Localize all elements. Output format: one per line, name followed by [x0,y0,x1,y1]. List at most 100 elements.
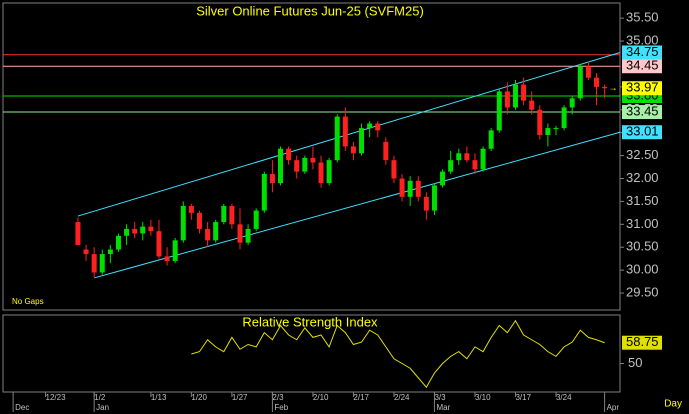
candle-body [594,77,600,87]
x-tick-label: 3/17 [515,393,531,402]
candle-body [326,160,332,184]
x-tick-label: 1/2 [94,393,106,402]
candle-body [107,249,113,255]
last-arrow: → [609,83,618,93]
rsi-title: Relative Strength Index [242,314,378,329]
candle-body [237,224,243,243]
candle-body [431,185,437,211]
candle-body [221,205,227,223]
level-label-box [622,59,662,74]
candle-body [253,210,259,229]
channel-label-box [622,45,662,60]
candle-body [472,160,478,170]
candle-body [504,91,510,108]
x-tick-label: 2/3 [272,393,284,402]
chart-title: Silver Online Futures Jun-25 (SVFM25) [196,3,424,18]
x-tick-label: 3/24 [556,393,572,402]
last-price: 33.97 [626,80,659,95]
candle-body [318,162,324,184]
candle-body [213,222,219,241]
candle-body [196,212,202,229]
candle-body [350,146,356,154]
x-tick-label: 2/24 [394,393,410,402]
y-tick-label: 30.00 [626,262,659,277]
y-tick-label: 32.00 [626,170,659,185]
candle-body [480,148,486,170]
candle-body [302,157,308,172]
candle-body [602,86,608,89]
month-label: Mar [436,403,450,412]
candle-body [391,160,397,179]
candle-body [464,153,470,161]
x-tick-label: 2/10 [313,393,329,402]
candle-body [407,180,413,197]
candle-body [545,128,551,135]
candle-body [415,180,421,197]
rsi-last: 58.75 [626,334,659,349]
candle-body [399,178,405,197]
candle-body [585,66,591,78]
month-label: Dec [15,403,29,412]
candle-body [512,84,518,108]
rsi-tick-label: 50 [628,355,642,370]
candle-body [172,240,178,261]
candle-body [294,160,300,172]
price-panel [2,2,621,311]
candle-body [342,116,348,147]
x-tick-label: 1/13 [151,393,167,402]
candle-body [496,91,502,131]
candle-body [537,109,543,135]
candle-body [75,222,81,245]
candle-body [286,148,292,161]
candle-body [569,98,575,108]
x-tick-label: 1/27 [232,393,248,402]
candle-body [229,205,235,225]
y-tick-label: 32.50 [626,147,659,162]
y-tick-label: 35.50 [626,10,659,25]
level-label: 33.45 [626,103,659,118]
candle-body [423,196,429,211]
candle-body [99,254,105,273]
candle-body [148,226,154,232]
candle-body [156,231,162,257]
candle-body [359,128,365,154]
candle-body [205,228,211,241]
candle-body [529,100,535,110]
candle-body [367,123,373,129]
candle-body [553,128,559,130]
candle-body [269,173,275,184]
candle-body [278,148,284,184]
month-label: Apr [607,403,620,412]
x-tick-label: 3/3 [434,393,446,402]
channel-label: 34.75 [626,44,659,59]
candle-body [440,171,446,186]
candle-body [488,130,494,149]
candle-body [521,84,527,101]
last-price-box [622,81,662,96]
candle-body [83,249,89,255]
candle-body [91,254,97,273]
rsi-panel [2,314,621,393]
rsi-line [191,319,605,389]
month-label: Jan [96,403,109,412]
level-label-box [622,105,662,120]
x-tick-label: 12/23 [46,393,67,402]
x-tick-label: 3/10 [475,393,491,402]
candle-body [164,256,170,261]
rsi-last-box [622,335,662,350]
candle-body [132,228,138,234]
y-tick-label: 31.00 [626,216,659,231]
candle-body [334,116,340,161]
y-tick-label: 35.00 [626,32,659,47]
y-tick-label: 31.50 [626,193,659,208]
x-tick-label: 2/17 [353,393,369,402]
channel-line [77,52,621,217]
channel-label: 33.01 [626,124,659,139]
y-tick-label: 30.50 [626,239,659,254]
channel-label-box [622,125,662,140]
candle-body [577,66,583,99]
candle-body [124,228,130,236]
channel-line [94,131,621,279]
candle-body [456,153,462,161]
